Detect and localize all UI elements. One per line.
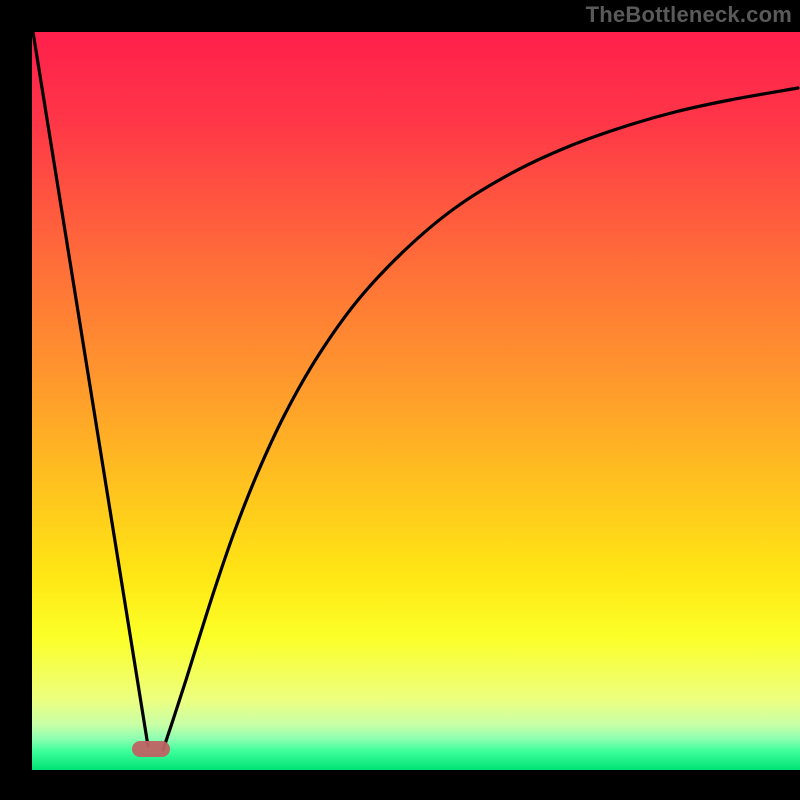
chart-container: TheBottleneck.com — [0, 0, 800, 800]
bottleneck-curve — [32, 32, 800, 770]
plot-area — [32, 32, 800, 770]
watermark-text: TheBottleneck.com — [586, 2, 792, 28]
bottleneck-marker — [132, 741, 170, 757]
